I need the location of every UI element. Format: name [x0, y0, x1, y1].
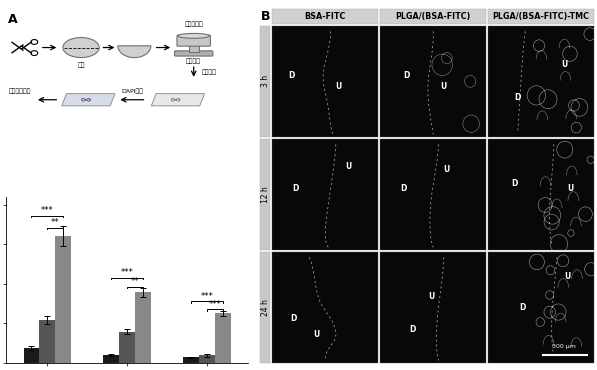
Text: U: U	[441, 82, 447, 91]
Text: U: U	[428, 292, 434, 300]
Bar	[183, 357, 199, 363]
Bar	[119, 332, 135, 363]
Text: ***: ***	[121, 268, 134, 277]
Text: U: U	[313, 330, 320, 339]
Bar	[215, 313, 230, 363]
Text: ***: ***	[41, 206, 54, 215]
Wedge shape	[118, 46, 151, 58]
Ellipse shape	[178, 33, 210, 38]
Text: PLGA/(BSA-FITC): PLGA/(BSA-FITC)	[395, 12, 471, 21]
FancyBboxPatch shape	[174, 51, 213, 56]
Text: ***: ***	[208, 300, 221, 309]
FancyBboxPatch shape	[177, 35, 210, 46]
Text: D: D	[515, 93, 521, 102]
Bar	[39, 320, 56, 363]
Text: 3 h: 3 h	[260, 75, 269, 87]
Bar	[135, 292, 151, 363]
Text: D: D	[512, 179, 518, 188]
FancyBboxPatch shape	[189, 46, 199, 51]
Text: A: A	[8, 13, 18, 26]
Bar	[56, 236, 71, 363]
Text: 膜胱: 膜胱	[78, 62, 85, 68]
Text: U: U	[443, 165, 449, 174]
Text: D: D	[401, 184, 407, 193]
Bar	[23, 348, 39, 363]
Text: D: D	[288, 71, 294, 80]
Text: U: U	[564, 272, 571, 281]
Text: **: **	[131, 277, 139, 286]
Text: 24 h: 24 h	[260, 299, 269, 316]
Text: ***: ***	[201, 292, 213, 301]
Text: 12 h: 12 h	[260, 186, 269, 203]
Text: 拍摄荧光图片: 拍摄荧光图片	[8, 88, 31, 94]
Ellipse shape	[63, 37, 99, 58]
Text: U: U	[335, 82, 341, 91]
Polygon shape	[151, 94, 205, 106]
Text: 组织底座: 组织底座	[186, 59, 201, 64]
Text: D: D	[293, 184, 299, 193]
Bar	[199, 356, 215, 363]
Polygon shape	[61, 94, 115, 106]
Text: D: D	[404, 71, 410, 80]
Text: 组织包埋剂: 组织包埋剂	[184, 21, 203, 27]
Text: D: D	[409, 325, 415, 334]
Text: D: D	[519, 303, 525, 312]
Bar	[103, 355, 119, 363]
Text: B: B	[261, 10, 270, 23]
Text: DAPI染色: DAPI染色	[121, 88, 143, 94]
Text: **: **	[51, 218, 60, 227]
Text: U: U	[561, 60, 568, 69]
Text: 300 μm: 300 μm	[552, 344, 576, 349]
Text: D: D	[290, 314, 297, 323]
Text: 冰冻切片: 冰冻切片	[202, 69, 217, 75]
Text: U: U	[346, 162, 352, 171]
Text: U: U	[568, 184, 574, 193]
Text: BSA-FITC: BSA-FITC	[304, 12, 346, 21]
Text: PLGA/(BSA-FITC)-TMC: PLGA/(BSA-FITC)-TMC	[493, 12, 590, 21]
